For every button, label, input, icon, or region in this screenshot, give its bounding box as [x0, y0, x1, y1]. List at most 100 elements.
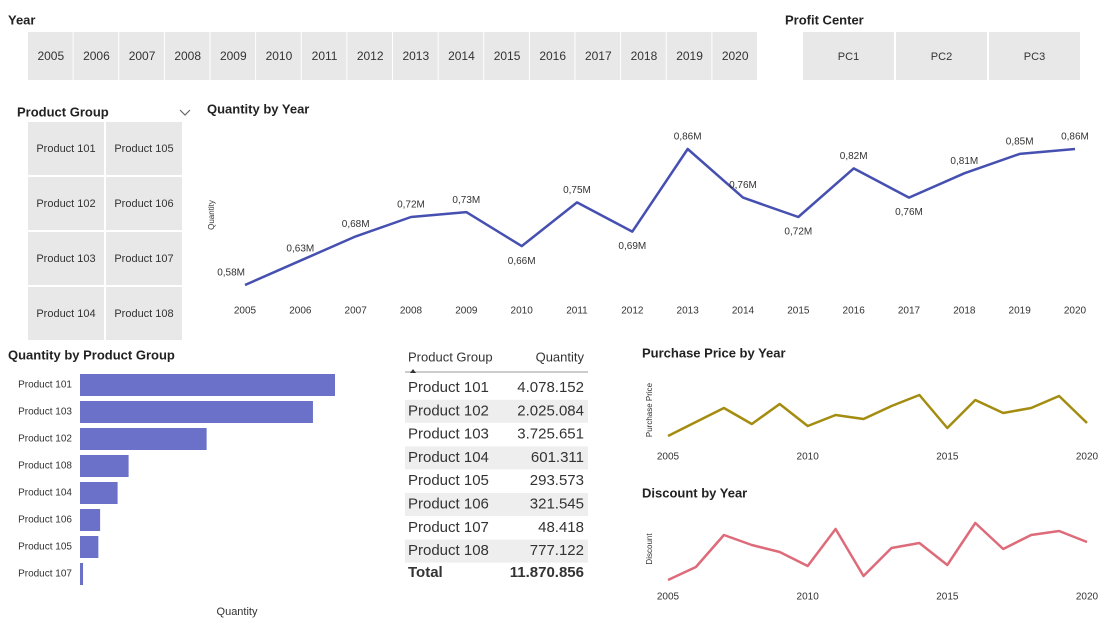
year-button-label: 2012 — [357, 49, 384, 63]
profit-center-button[interactable] — [803, 32, 894, 80]
year-button[interactable] — [575, 32, 621, 80]
product-group-button[interactable] — [106, 177, 182, 230]
data-label: 0,76M — [895, 207, 923, 218]
profit-center-label: PC1 — [838, 51, 859, 63]
year-button-label: 2006 — [83, 49, 110, 63]
year-button-label: 2008 — [174, 49, 201, 63]
chart-title: Discount by Year — [642, 485, 747, 500]
y-tick-label: Product 106 — [18, 515, 72, 526]
year-button-label: 2017 — [585, 49, 612, 63]
year-button-label: 2020 — [722, 49, 749, 63]
profit-center-button[interactable] — [989, 32, 1080, 80]
year-button[interactable] — [73, 32, 119, 80]
bar — [80, 482, 118, 504]
data-label: 0,81M — [950, 156, 978, 167]
x-tick-label: 2007 — [345, 306, 368, 317]
bar — [80, 455, 129, 477]
x-tick-label: 2005 — [657, 592, 680, 603]
product-group-button[interactable] — [106, 287, 182, 340]
year-button[interactable] — [28, 32, 73, 80]
product-group-label: Product 107 — [114, 253, 173, 265]
year-button-label: 2014 — [448, 49, 475, 63]
data-label: 0,63M — [286, 243, 314, 254]
product-group-button[interactable] — [28, 232, 104, 285]
line — [244, 147, 1076, 287]
year-button-label: 2019 — [676, 49, 703, 63]
table-cell: Product 107 — [408, 519, 489, 536]
table-cell: Product 108 — [408, 542, 489, 559]
year-button[interactable] — [438, 32, 484, 80]
year-button[interactable] — [393, 32, 438, 80]
product-group-button[interactable] — [106, 232, 182, 285]
year-button[interactable] — [210, 32, 256, 80]
year-button[interactable] — [712, 32, 757, 80]
table-cell: 601.311 — [531, 449, 584, 466]
year-button[interactable] — [256, 32, 301, 80]
x-tick-label: 2020 — [1076, 452, 1099, 463]
x-tick-label: 2020 — [1076, 592, 1099, 603]
x-tick-label: 2018 — [953, 306, 976, 317]
year-button-label: 2013 — [402, 49, 429, 63]
year-button[interactable] — [666, 32, 712, 80]
year-button[interactable] — [529, 32, 575, 80]
table-cell: Product 106 — [408, 495, 489, 512]
data-label: 0,75M — [563, 185, 591, 196]
year-button-label: 2007 — [129, 49, 156, 63]
table-header: Quantity — [536, 349, 585, 364]
product-group-button[interactable] — [28, 122, 104, 175]
product-group-button[interactable] — [106, 122, 182, 175]
product-group-button[interactable] — [28, 287, 104, 340]
x-axis-label: Quantity — [217, 606, 258, 618]
x-tick-label: 2020 — [1064, 306, 1087, 317]
year-slicer-title: Year — [8, 12, 35, 27]
chart-title: Quantity by Product Group — [8, 347, 175, 362]
data-label: 0,86M — [674, 132, 702, 143]
y-axis-label: Purchase Price — [645, 382, 654, 437]
dropdown-chevron[interactable] — [179, 109, 191, 116]
year-button[interactable] — [347, 32, 392, 80]
x-tick-label: 2005 — [234, 306, 257, 317]
product-group-label: Product 106 — [114, 198, 173, 210]
data-label: 0,82M — [840, 151, 868, 162]
sort-indicator[interactable] — [410, 369, 416, 373]
y-tick-label: Product 107 — [18, 569, 72, 580]
product-group-label: Product 103 — [36, 253, 95, 265]
product-group-button[interactable] — [28, 177, 104, 230]
year-button[interactable] — [484, 32, 529, 80]
y-axis-label: Discount — [645, 533, 654, 565]
year-button[interactable] — [301, 32, 347, 80]
product-group-label: Product 104 — [36, 308, 95, 320]
year-button-label: 2009 — [220, 49, 247, 63]
y-tick-label: Product 105 — [18, 542, 72, 553]
x-tick-label: 2010 — [511, 306, 534, 317]
x-tick-label: 2015 — [787, 306, 810, 317]
x-tick-label: 2012 — [621, 306, 644, 317]
x-tick-label: 2010 — [797, 452, 820, 463]
bar — [80, 563, 84, 585]
line — [667, 393, 1088, 438]
table-cell: 293.573 — [530, 472, 584, 489]
bar — [80, 536, 99, 558]
year-button[interactable] — [119, 32, 164, 80]
y-tick-label: Product 104 — [18, 488, 72, 499]
product-group-label: Product 102 — [36, 198, 95, 210]
y-tick-label: Product 103 — [18, 407, 72, 418]
table-cell: Product 102 — [408, 402, 489, 419]
profit-center-label: PC3 — [1024, 51, 1045, 63]
x-tick-label: 2008 — [400, 306, 423, 317]
chart-title: Purchase Price by Year — [642, 345, 786, 360]
y-tick-label: Product 102 — [18, 434, 72, 445]
year-button[interactable] — [164, 32, 210, 80]
bar — [80, 428, 207, 450]
profit-center-button[interactable] — [896, 32, 987, 80]
x-tick-label: 2015 — [936, 592, 959, 603]
table-cell: 3.725.651 — [517, 426, 584, 443]
y-tick-label: Product 101 — [18, 380, 72, 391]
year-button-label: 2016 — [539, 49, 566, 63]
product-group-label: Product 108 — [114, 308, 173, 320]
table-cell: Product 105 — [408, 472, 489, 489]
x-tick-label: 2010 — [797, 592, 820, 603]
year-button[interactable] — [621, 32, 666, 80]
product-group-slicer-title: Product Group — [17, 104, 109, 119]
